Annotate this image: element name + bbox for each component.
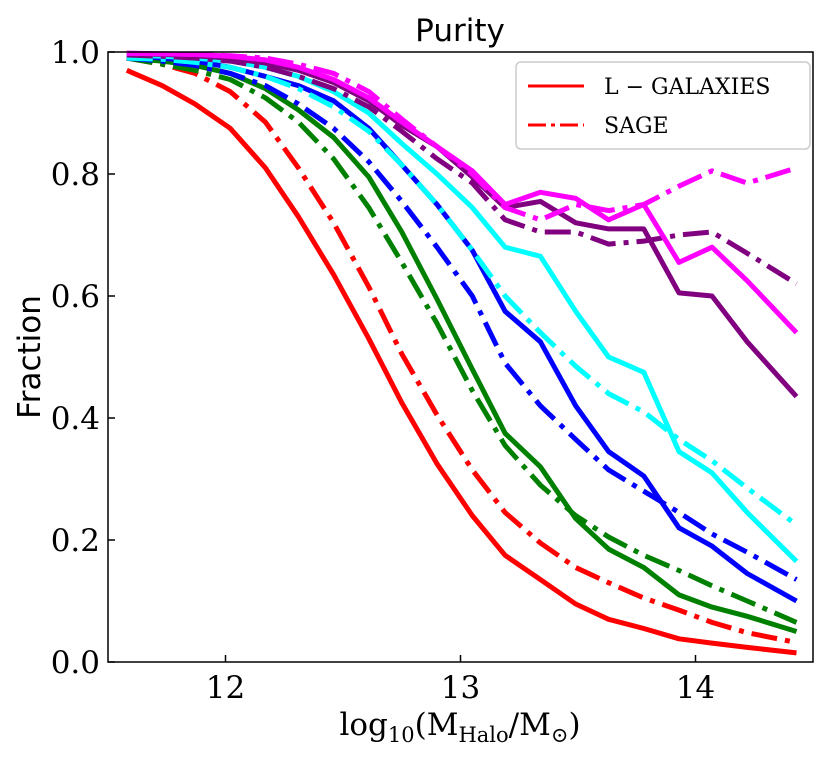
y-tick-label: 0.0 — [51, 645, 100, 681]
x-tick-label: 12 — [206, 670, 245, 706]
series-line-red-l-galaxies — [125, 68, 797, 656]
legend-label-sage: SAGE — [604, 114, 669, 139]
x-axis-label-sun: ⊙ — [551, 723, 569, 747]
x-axis-label-halo: Halo — [458, 723, 508, 747]
axis-layer: 12 13 14 0.0 0.2 0.4 0.6 0.8 1.0 — [51, 35, 814, 706]
y-tick-label: 1.0 — [51, 35, 100, 71]
legend-box — [515, 61, 811, 150]
y-axis-label: Fraction — [12, 295, 48, 419]
series-line-green-sage — [126, 55, 798, 625]
chart-title: Purity — [415, 13, 505, 49]
legend: L − GALAXIES SAGE — [515, 61, 811, 150]
x-axis-label-close: ) — [568, 707, 580, 743]
y-tick-label: 0.8 — [51, 157, 100, 193]
y-tick-label: 0.6 — [51, 279, 100, 315]
x-axis-label-log-base: 10 — [388, 723, 415, 747]
series-layer — [125, 50, 799, 656]
x-axis-label: log10(MHalo/M⊙) — [339, 707, 580, 747]
series-line-cyan-sage — [126, 55, 798, 527]
x-tick-label: 14 — [676, 670, 715, 706]
series-line-magenta-sage — [126, 50, 798, 223]
x-axis-label-open: (M — [415, 707, 459, 743]
x-axis-label-log: log — [339, 707, 387, 743]
y-tick-label: 0.4 — [51, 401, 100, 437]
series-line-purple-sage — [126, 52, 798, 286]
x-axis-label-slash: /M — [509, 707, 551, 743]
series-line-blue-sage — [126, 55, 798, 582]
y-tick-label: 0.2 — [51, 523, 100, 559]
legend-label-lgalaxies: L − GALAXIES — [604, 75, 770, 100]
series-line-red-sage — [126, 55, 797, 645]
x-tick-label: 13 — [441, 670, 480, 706]
